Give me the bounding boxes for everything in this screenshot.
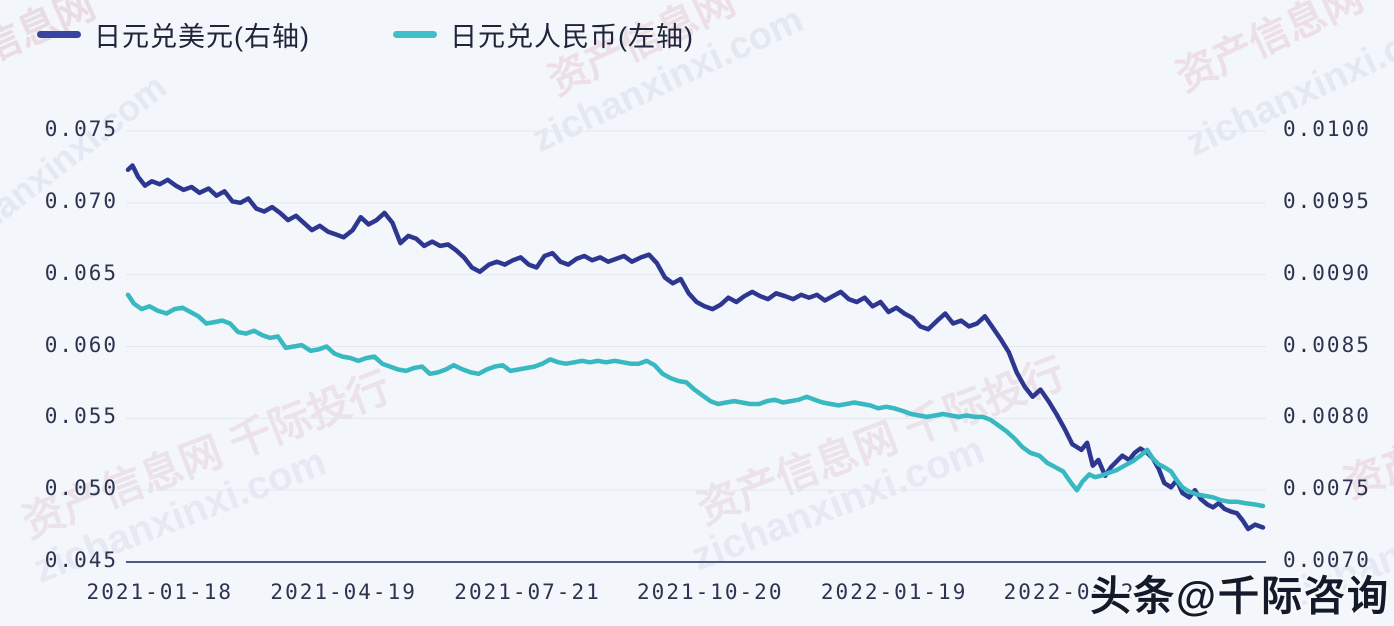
series-line-jpy-cny xyxy=(125,292,1266,509)
series-line-jpy-usd xyxy=(125,163,1266,532)
toutiao-watermark-stamp: 头条@千际咨询 xyxy=(1090,573,1390,619)
